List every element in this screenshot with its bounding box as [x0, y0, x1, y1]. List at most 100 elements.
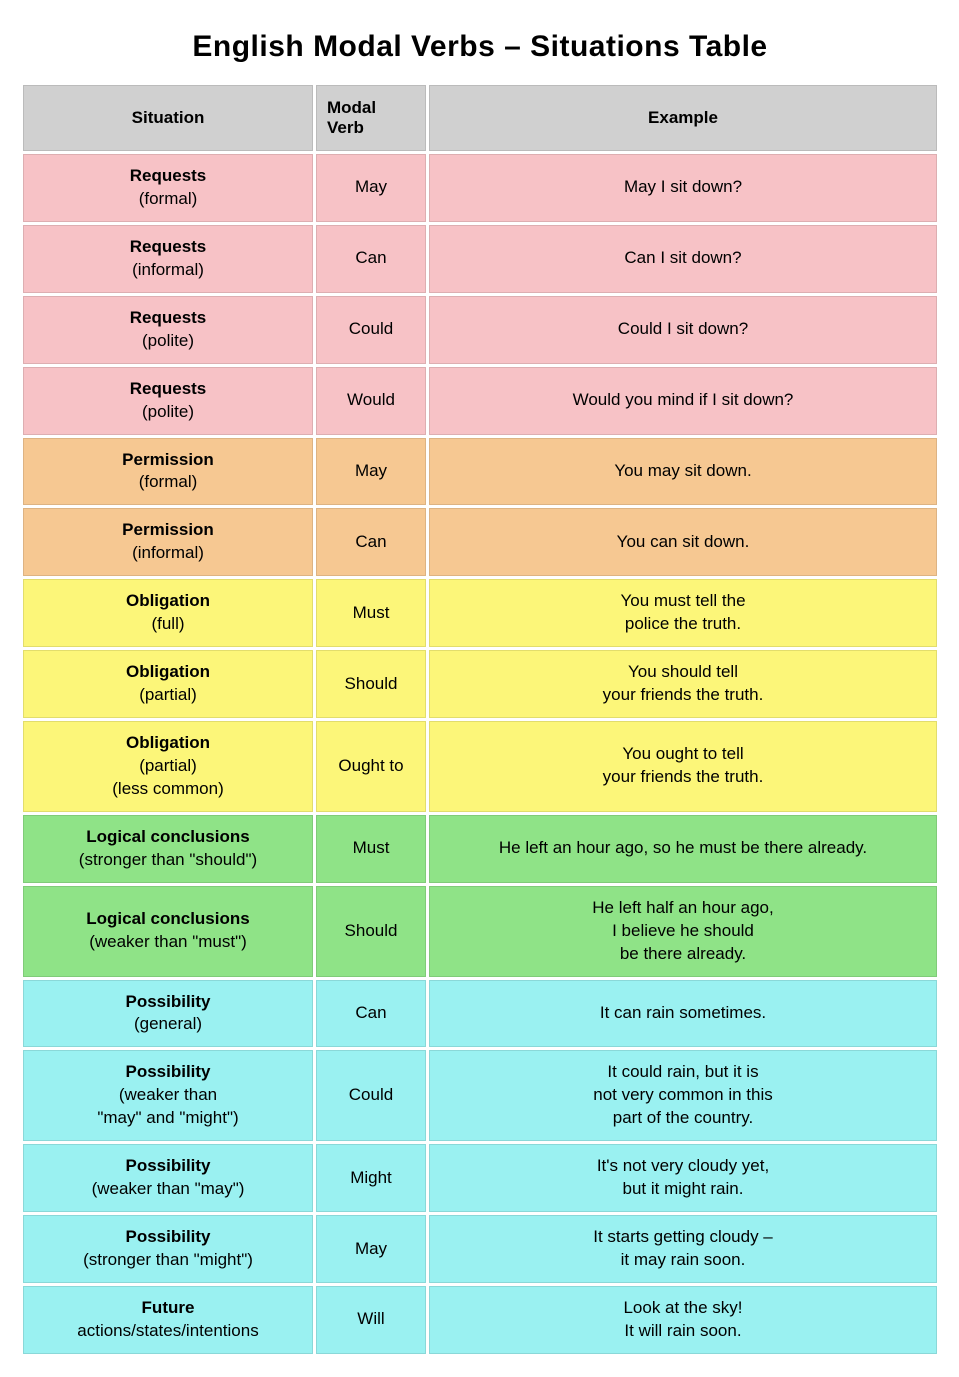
cell-situation: Futureactions/states/intentions	[23, 1286, 313, 1354]
table-row: Possibility(general)CanIt can rain somet…	[23, 980, 937, 1048]
cell-verb: Should	[316, 650, 426, 718]
situation-main: Obligation	[32, 732, 304, 755]
cell-example: It could rain, but it isnot very common …	[429, 1050, 937, 1141]
cell-verb: Can	[316, 508, 426, 576]
table-row: Requests(polite)WouldWould you mind if I…	[23, 367, 937, 435]
page-title: English Modal Verbs – Situations Table	[20, 30, 940, 64]
cell-example: He left an hour ago, so he must be there…	[429, 815, 937, 883]
cell-verb: Can	[316, 225, 426, 293]
cell-situation: Requests(informal)	[23, 225, 313, 293]
cell-example: He left half an hour ago,I believe he sh…	[429, 886, 937, 977]
cell-example: You may sit down.	[429, 438, 937, 506]
situation-sub: (stronger than "might")	[32, 1249, 304, 1272]
situation-sub: (weaker than "must")	[32, 931, 304, 954]
cell-situation: Logical conclusions(stronger than "shoul…	[23, 815, 313, 883]
situation-main: Requests	[32, 307, 304, 330]
cell-situation: Obligation(partial)	[23, 650, 313, 718]
table-row: Obligation(full)MustYou must tell thepol…	[23, 579, 937, 647]
table-row: Requests(polite)CouldCould I sit down?	[23, 296, 937, 364]
table-head: Situation Modal Verb Example	[23, 85, 937, 151]
cell-situation: Permission(formal)	[23, 438, 313, 506]
cell-situation: Permission(informal)	[23, 508, 313, 576]
situation-main: Possibility	[32, 1061, 304, 1084]
table-row: Requests(formal)MayMay I sit down?	[23, 154, 937, 222]
table-row: Permission(informal)CanYou can sit down.	[23, 508, 937, 576]
situation-main: Logical conclusions	[32, 908, 304, 931]
cell-verb: Will	[316, 1286, 426, 1354]
table-row: Requests(informal)CanCan I sit down?	[23, 225, 937, 293]
cell-situation: Requests(formal)	[23, 154, 313, 222]
cell-verb: Can	[316, 980, 426, 1048]
cell-situation: Possibility(weaker than "may")	[23, 1144, 313, 1212]
situation-sub: (formal)	[32, 188, 304, 211]
cell-verb: Must	[316, 579, 426, 647]
situation-main: Permission	[32, 519, 304, 542]
cell-verb: Would	[316, 367, 426, 435]
situation-sub: (informal)	[32, 542, 304, 565]
modal-verbs-table: Situation Modal Verb Example Requests(fo…	[20, 82, 940, 1357]
cell-situation: Obligation(full)	[23, 579, 313, 647]
cell-example: You can sit down.	[429, 508, 937, 576]
cell-verb: Could	[316, 296, 426, 364]
cell-example: You should tellyour friends the truth.	[429, 650, 937, 718]
cell-example: May I sit down?	[429, 154, 937, 222]
cell-example: Can I sit down?	[429, 225, 937, 293]
situation-main: Obligation	[32, 590, 304, 613]
situation-sub: (polite)	[32, 330, 304, 353]
cell-example: Would you mind if I sit down?	[429, 367, 937, 435]
cell-situation: Possibility(general)	[23, 980, 313, 1048]
col-header-example: Example	[429, 85, 937, 151]
situation-sub: (formal)	[32, 471, 304, 494]
situation-main: Obligation	[32, 661, 304, 684]
situation-main: Requests	[32, 165, 304, 188]
table-row: Permission(formal)MayYou may sit down.	[23, 438, 937, 506]
cell-example: You must tell thepolice the truth.	[429, 579, 937, 647]
col-header-situation: Situation	[23, 85, 313, 151]
situation-sub: (general)	[32, 1013, 304, 1036]
situation-main: Requests	[32, 378, 304, 401]
situation-main: Permission	[32, 449, 304, 472]
situation-sub: (partial)	[32, 684, 304, 707]
situation-sub: (polite)	[32, 401, 304, 424]
table-row: Obligation(partial)(less common)Ought to…	[23, 721, 937, 812]
situation-main: Possibility	[32, 1155, 304, 1178]
situation-main: Future	[32, 1297, 304, 1320]
cell-verb: May	[316, 1215, 426, 1283]
cell-situation: Requests(polite)	[23, 296, 313, 364]
col-header-verb: Modal Verb	[316, 85, 426, 151]
cell-verb: Must	[316, 815, 426, 883]
table-body: Requests(formal)MayMay I sit down?Reques…	[23, 154, 937, 1354]
situation-main: Logical conclusions	[32, 826, 304, 849]
situation-sub: (stronger than "should")	[32, 849, 304, 872]
situation-main: Possibility	[32, 991, 304, 1014]
situation-sub: actions/states/intentions	[32, 1320, 304, 1343]
cell-situation: Requests(polite)	[23, 367, 313, 435]
table-row: Possibility(weaker than"may" and "might"…	[23, 1050, 937, 1141]
situation-main: Possibility	[32, 1226, 304, 1249]
cell-verb: May	[316, 154, 426, 222]
table-row: Possibility(stronger than "might")MayIt …	[23, 1215, 937, 1283]
situation-sub: (full)	[32, 613, 304, 636]
situation-sub: (weaker than "may")	[32, 1178, 304, 1201]
cell-example: You ought to tellyour friends the truth.	[429, 721, 937, 812]
cell-example: Could I sit down?	[429, 296, 937, 364]
situation-sub: (informal)	[32, 259, 304, 282]
cell-example: Look at the sky!It will rain soon.	[429, 1286, 937, 1354]
cell-situation: Possibility(weaker than"may" and "might"…	[23, 1050, 313, 1141]
cell-verb: Should	[316, 886, 426, 977]
table-row: Obligation(partial)ShouldYou should tell…	[23, 650, 937, 718]
situation-sub: (less common)	[32, 778, 304, 801]
cell-example: It's not very cloudy yet,but it might ra…	[429, 1144, 937, 1212]
table-row: Logical conclusions(weaker than "must")S…	[23, 886, 937, 977]
cell-example: It can rain sometimes.	[429, 980, 937, 1048]
situation-sub: (weaker than	[32, 1084, 304, 1107]
cell-verb: Might	[316, 1144, 426, 1212]
situation-main: Requests	[32, 236, 304, 259]
cell-situation: Logical conclusions(weaker than "must")	[23, 886, 313, 977]
cell-example: It starts getting cloudy –it may rain so…	[429, 1215, 937, 1283]
cell-situation: Obligation(partial)(less common)	[23, 721, 313, 812]
cell-situation: Possibility(stronger than "might")	[23, 1215, 313, 1283]
situation-sub: (partial)	[32, 755, 304, 778]
cell-verb: May	[316, 438, 426, 506]
situation-sub: "may" and "might")	[32, 1107, 304, 1130]
